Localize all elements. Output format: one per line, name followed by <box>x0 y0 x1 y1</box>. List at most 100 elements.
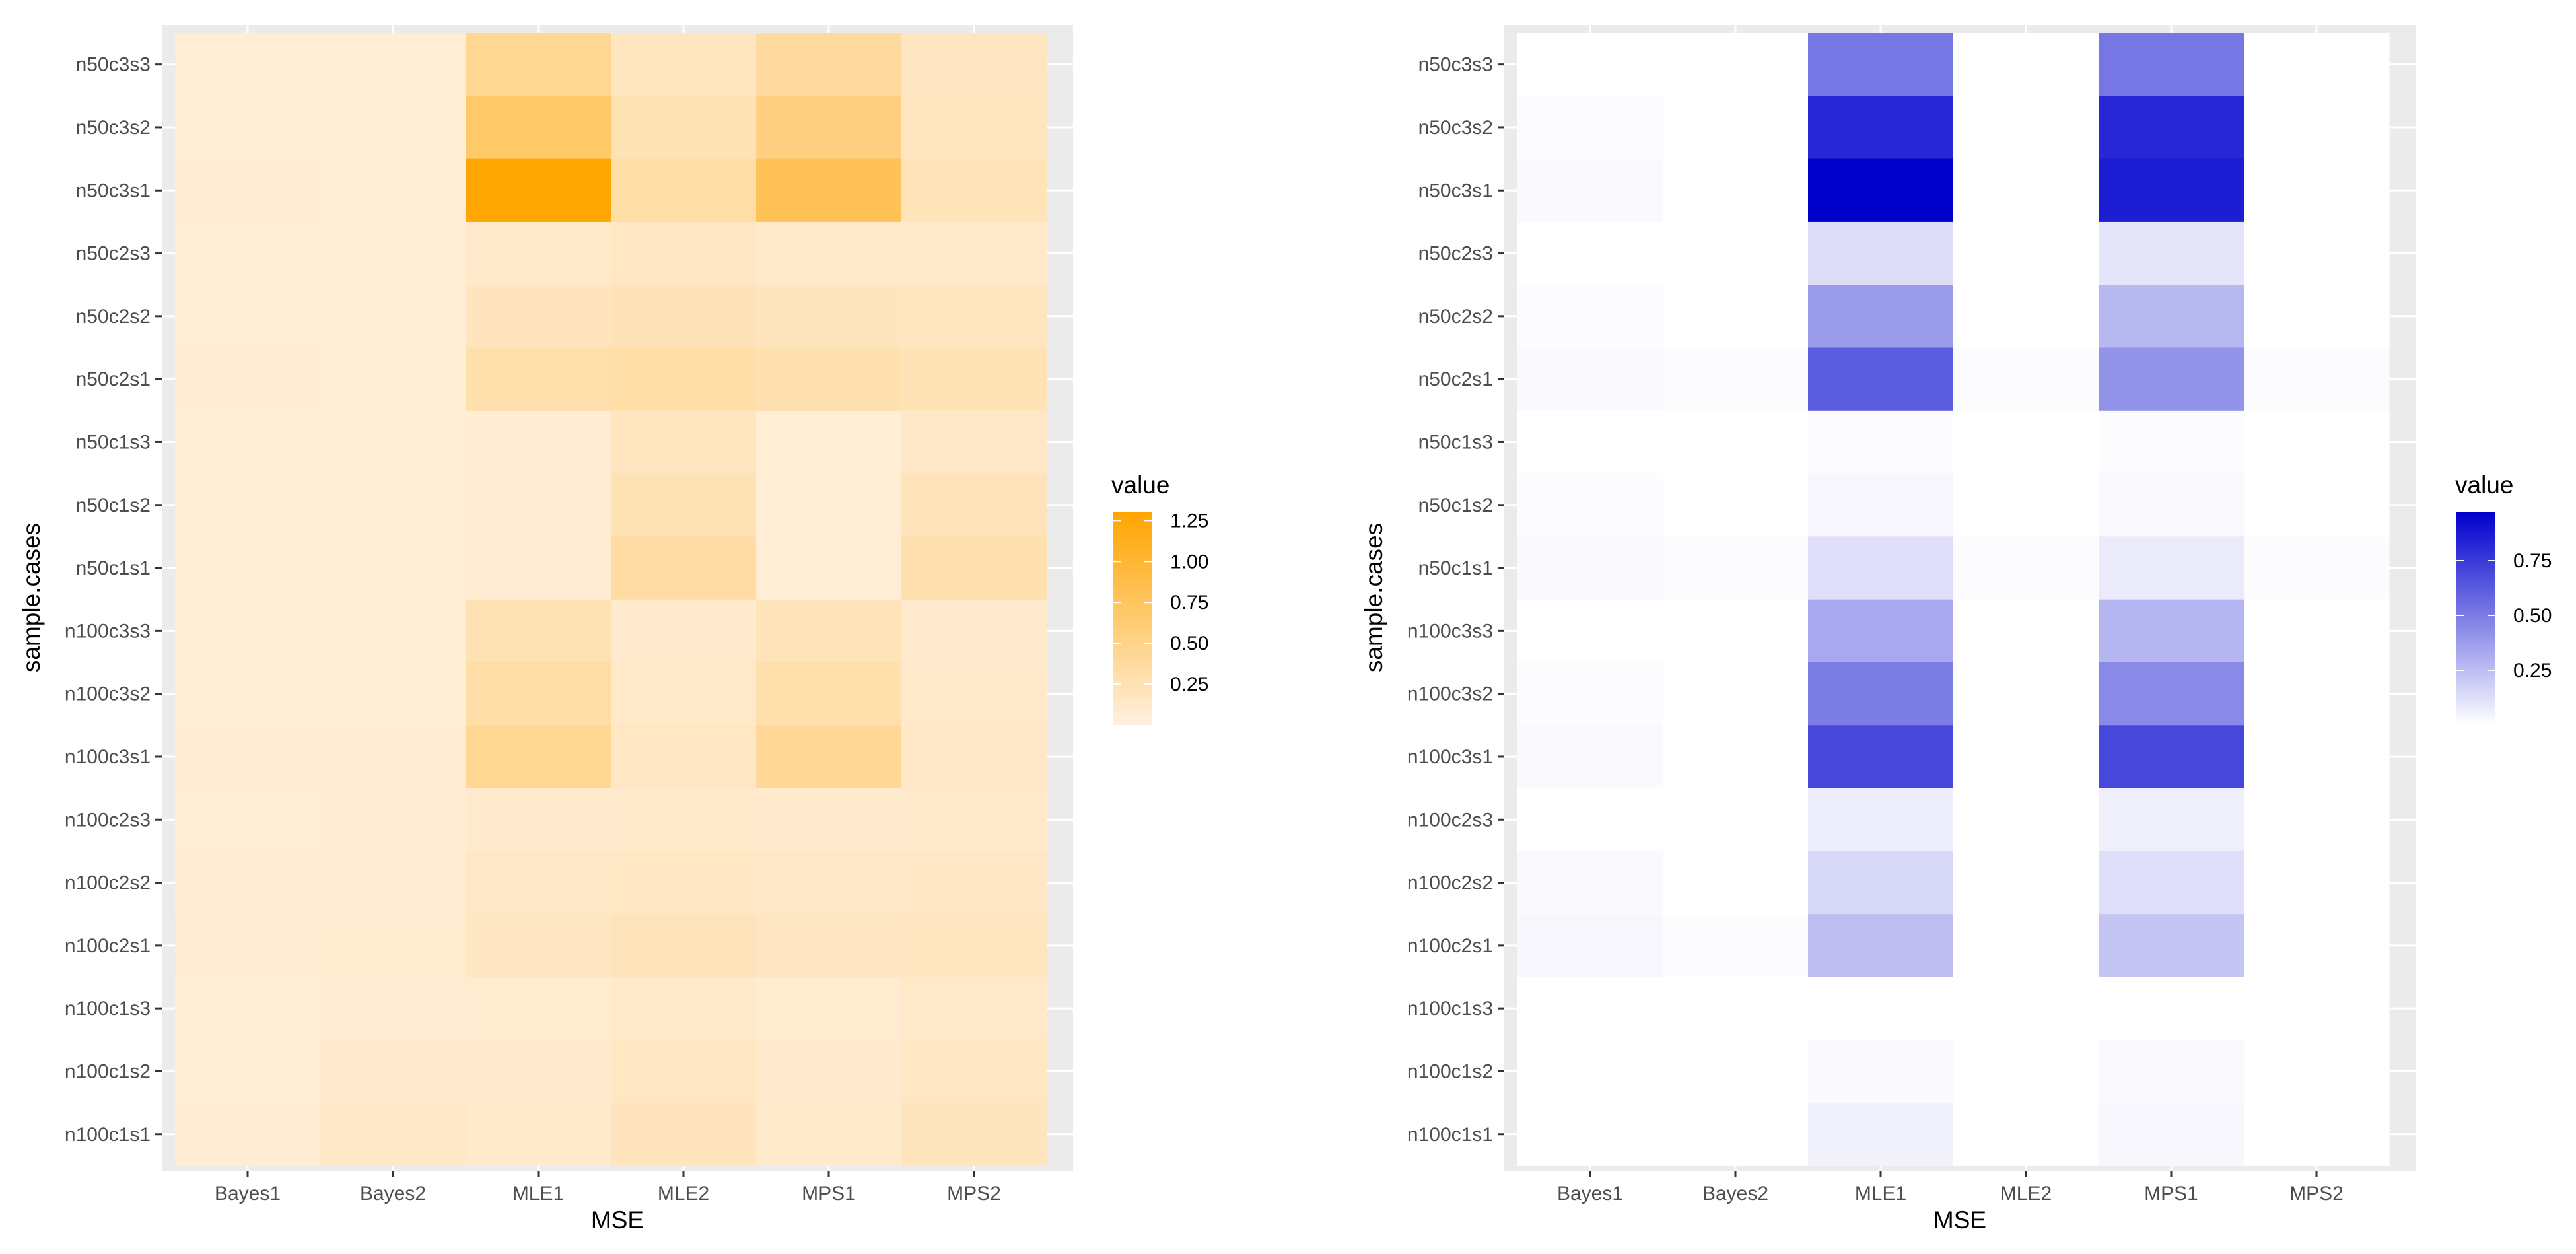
heatmap-cell <box>901 221 1047 285</box>
heatmap-cell <box>175 1103 321 1166</box>
left-legend-colorbar <box>1113 512 1152 725</box>
heatmap-cell <box>1517 1039 1663 1103</box>
heatmap-cell <box>1663 536 1809 600</box>
y-tick-label: n100c2s1 <box>1407 935 1493 957</box>
heatmap-cell <box>1953 536 2099 600</box>
y-tick-label: n100c1s2 <box>1407 1061 1493 1082</box>
left-x-axis-ticks: Bayes1 Bayes2 MLE1 MLE2 MPS1 MPS2 <box>215 1171 1001 1204</box>
heatmap-cell <box>466 977 611 1041</box>
heatmap-cell <box>175 851 321 915</box>
heatmap-cell <box>1953 1103 2099 1166</box>
heatmap-cell <box>611 473 757 537</box>
heatmap-cell <box>611 96 757 160</box>
heatmap-cell <box>1663 914 1809 978</box>
heatmap-cell <box>901 977 1047 1041</box>
heatmap-cell <box>611 914 757 978</box>
heatmap-cell <box>1808 1039 1954 1103</box>
heatmap-cell <box>1663 599 1809 663</box>
heatmap-cell <box>320 285 466 349</box>
right-heatmap-cells <box>1517 33 2390 1166</box>
heatmap-cell <box>175 347 321 411</box>
heatmap-cell <box>466 914 611 978</box>
heatmap-cell <box>2244 33 2390 96</box>
heatmap-cell <box>466 96 611 160</box>
y-tick-label: n100c2s2 <box>1407 872 1493 894</box>
heatmap-cell <box>175 473 321 537</box>
y-tick-label: n50c3s3 <box>1418 54 1493 76</box>
heatmap-cell <box>756 410 902 474</box>
heatmap-cell <box>175 221 321 285</box>
heatmap-cell <box>756 662 902 726</box>
heatmap-cell <box>2099 977 2245 1041</box>
heatmap-cell <box>320 347 466 411</box>
heatmap-cell <box>1663 410 1809 474</box>
heatmap-cell <box>1953 1039 2099 1103</box>
heatmap-cell <box>756 1039 902 1103</box>
heatmap-cell <box>2099 536 2245 600</box>
heatmap-cell <box>756 914 902 978</box>
x-tick-label: Bayes2 <box>1702 1183 1768 1204</box>
heatmap-cell <box>611 851 757 915</box>
heatmap-cell <box>320 914 466 978</box>
y-tick-label: n50c1s2 <box>1418 495 1493 516</box>
heatmap-cell <box>901 473 1047 537</box>
heatmap-cell <box>756 347 902 411</box>
legend-tick-label: 0.50 <box>1170 633 1208 654</box>
heatmap-cell <box>175 158 321 223</box>
right-y-axis-ticks: n50c3s3 n50c3s2 n50c3s1 n50c2s3 n50c2s2 n50c2… <box>1407 54 1504 1146</box>
heatmap-cell <box>2099 221 2245 285</box>
heatmap-cell <box>320 410 466 474</box>
heatmap-cell <box>466 221 611 285</box>
x-tick-label: Bayes2 <box>360 1183 426 1204</box>
right-x-axis-ticks: Bayes1 Bayes2 MLE1 MLE2 MPS1 MPS2 <box>1557 1171 2344 1204</box>
heatmap-cell <box>2244 725 2390 789</box>
left-x-axis-title: MSE <box>591 1206 644 1234</box>
heatmap-cell <box>1663 1103 1809 1166</box>
heatmap-cell <box>2244 1039 2390 1103</box>
heatmap-cell <box>1517 158 1663 223</box>
y-tick-label: n50c3s2 <box>76 117 151 139</box>
heatmap-cell <box>320 536 466 600</box>
heatmap-cell <box>175 536 321 600</box>
y-tick-label: n100c3s1 <box>1407 746 1493 768</box>
heatmap-cell <box>756 96 902 160</box>
heatmap-cell <box>1808 851 1954 915</box>
y-tick-label: n100c1s2 <box>65 1061 151 1082</box>
heatmap-cell <box>1953 158 2099 223</box>
heatmap-cell <box>611 33 757 96</box>
y-tick-label: n100c1s1 <box>65 1124 151 1146</box>
heatmap-cell <box>611 158 757 223</box>
y-tick-label: n100c3s2 <box>1407 683 1493 705</box>
heatmap-cell <box>2244 536 2390 600</box>
heatmap-cell <box>901 33 1047 96</box>
heatmap-cell <box>1663 788 1809 852</box>
x-tick-label: MPS2 <box>947 1183 1001 1204</box>
heatmap-cell <box>175 1039 321 1103</box>
heatmap-cell <box>611 410 757 474</box>
y-tick-label: n100c3s3 <box>65 620 151 642</box>
legend-tick-label: 0.25 <box>2513 660 2552 681</box>
y-tick-label: n50c1s2 <box>76 495 151 516</box>
left-heatmap-cells <box>175 33 1047 1166</box>
heatmap-cell <box>1808 33 1954 96</box>
right-legend-colorbar <box>2456 512 2495 725</box>
heatmap-cell <box>1953 599 2099 663</box>
heatmap-cell <box>1808 347 1954 411</box>
heatmap-cell <box>756 977 902 1041</box>
heatmap-cell <box>1663 33 1809 96</box>
heatmap-cell <box>2099 1103 2245 1166</box>
heatmap-cell <box>2099 473 2245 537</box>
x-tick-label: MPS1 <box>2144 1183 2198 1204</box>
y-tick-label: n50c3s3 <box>76 54 151 76</box>
heatmap-cell <box>1808 285 1954 349</box>
legend-tick-label: 0.25 <box>1170 674 1208 695</box>
heatmap-cell <box>2244 221 2390 285</box>
heatmap-cell <box>175 599 321 663</box>
x-tick-label: MLE1 <box>512 1183 564 1204</box>
heatmap-cell <box>2099 851 2245 915</box>
heatmap-cell <box>466 158 611 223</box>
heatmap-cell <box>2244 788 2390 852</box>
y-tick-label: n50c2s2 <box>1418 306 1493 328</box>
